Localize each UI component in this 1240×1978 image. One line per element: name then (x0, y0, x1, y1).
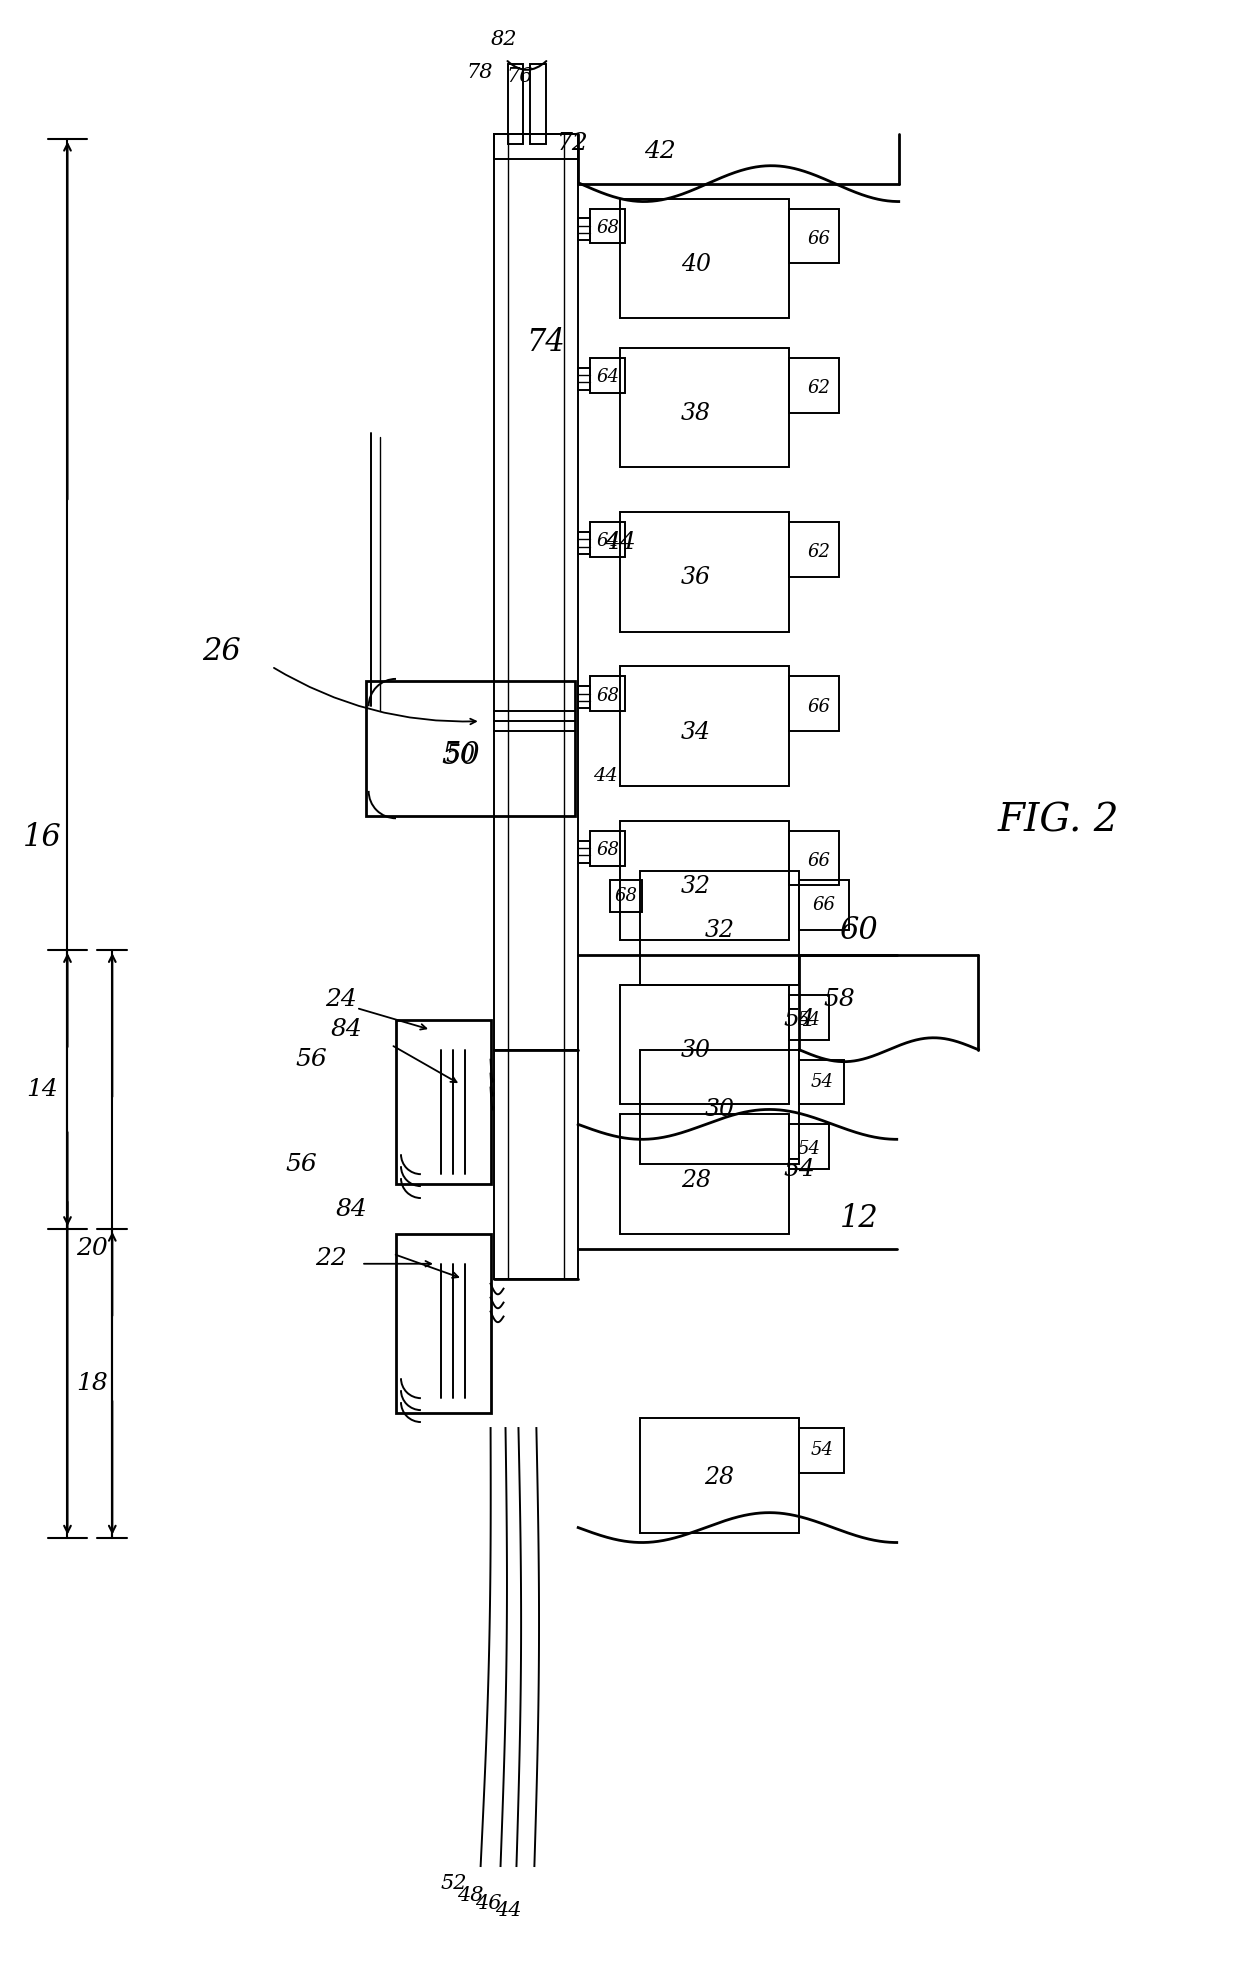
Text: 12: 12 (839, 1203, 878, 1234)
Bar (640, 870, 800, 985)
Text: 62: 62 (807, 544, 831, 562)
Text: 44: 44 (604, 530, 636, 554)
Text: 28: 28 (681, 1169, 712, 1191)
Text: 82: 82 (490, 30, 517, 49)
Text: 54: 54 (797, 1011, 821, 1029)
Bar (507, 63, 523, 144)
Text: 76: 76 (506, 67, 533, 85)
Bar (789, 522, 839, 578)
Text: 48: 48 (458, 1887, 484, 1905)
Bar (590, 676, 625, 712)
Bar (800, 1060, 844, 1104)
Bar (640, 1050, 800, 1165)
Bar (578, 532, 590, 554)
Bar (396, 1021, 491, 1185)
Bar (620, 198, 789, 318)
Text: 54: 54 (811, 1072, 833, 1090)
Text: 68: 68 (596, 841, 619, 858)
Bar (789, 676, 839, 732)
Text: 54: 54 (784, 1157, 815, 1181)
Text: 14: 14 (27, 1078, 58, 1102)
Bar (789, 1124, 830, 1169)
Text: 28: 28 (704, 1466, 734, 1489)
Text: 32: 32 (681, 874, 712, 898)
Bar (620, 348, 789, 467)
Text: 66: 66 (807, 853, 831, 870)
Bar (620, 821, 789, 940)
Text: 58: 58 (823, 989, 854, 1011)
Bar (620, 512, 789, 631)
Bar (800, 880, 849, 930)
Text: 66: 66 (812, 896, 836, 914)
Text: 34: 34 (681, 720, 712, 744)
Bar (610, 880, 642, 912)
Bar (590, 831, 625, 866)
Text: 24: 24 (325, 989, 357, 1011)
Text: 74: 74 (526, 328, 564, 358)
Text: 40: 40 (681, 253, 712, 275)
Bar (620, 985, 789, 1104)
Bar (590, 522, 625, 558)
Bar (366, 680, 575, 815)
Text: 56: 56 (295, 1048, 327, 1072)
Text: 16: 16 (24, 823, 62, 853)
Text: 66: 66 (807, 698, 831, 716)
Text: 42: 42 (644, 140, 676, 164)
Text: 26: 26 (202, 637, 241, 667)
Text: 84: 84 (335, 1197, 367, 1220)
Text: 54: 54 (797, 1139, 821, 1157)
Text: 44: 44 (593, 767, 618, 785)
Bar (620, 667, 789, 785)
Text: 68: 68 (596, 686, 619, 704)
Text: 44: 44 (495, 1901, 522, 1921)
Bar (578, 218, 590, 241)
Bar (578, 368, 590, 390)
Text: 64: 64 (596, 532, 619, 550)
Text: 54: 54 (784, 1009, 815, 1031)
Bar (590, 208, 625, 243)
Bar (578, 686, 590, 708)
Bar (789, 995, 830, 1040)
Text: 22: 22 (315, 1248, 347, 1270)
Text: 30: 30 (681, 1038, 712, 1062)
Text: 38: 38 (681, 402, 712, 425)
Text: 84: 84 (330, 1019, 362, 1040)
Bar (789, 208, 839, 263)
Bar (640, 1418, 800, 1533)
Text: 46: 46 (475, 1895, 502, 1913)
Text: 20: 20 (77, 1238, 108, 1260)
Text: 54: 54 (811, 1440, 833, 1460)
Bar (620, 1114, 789, 1234)
Bar (590, 358, 625, 394)
Text: 66: 66 (807, 229, 831, 247)
Bar (578, 841, 590, 862)
Text: 52: 52 (440, 1875, 467, 1893)
Text: 72: 72 (557, 133, 589, 156)
Bar (789, 358, 839, 413)
Bar (494, 1050, 578, 1278)
Text: FIG. 2: FIG. 2 (997, 803, 1118, 839)
Text: 50: 50 (441, 740, 480, 771)
Text: 68: 68 (596, 220, 619, 237)
Bar (531, 63, 547, 144)
Text: 60: 60 (839, 914, 878, 945)
Text: 18: 18 (77, 1371, 108, 1394)
Bar (494, 135, 578, 158)
Bar (494, 135, 578, 1050)
Text: 78: 78 (466, 63, 492, 81)
Text: 32: 32 (704, 918, 734, 942)
Text: 36: 36 (681, 566, 712, 589)
Text: 68: 68 (615, 888, 637, 906)
Bar (396, 1234, 491, 1412)
Text: 62: 62 (807, 380, 831, 398)
Text: 50: 50 (445, 744, 475, 767)
Bar (789, 831, 839, 886)
Text: 56: 56 (285, 1153, 317, 1175)
Text: 64: 64 (596, 368, 619, 386)
Bar (800, 1428, 844, 1474)
Text: 30: 30 (704, 1098, 734, 1122)
